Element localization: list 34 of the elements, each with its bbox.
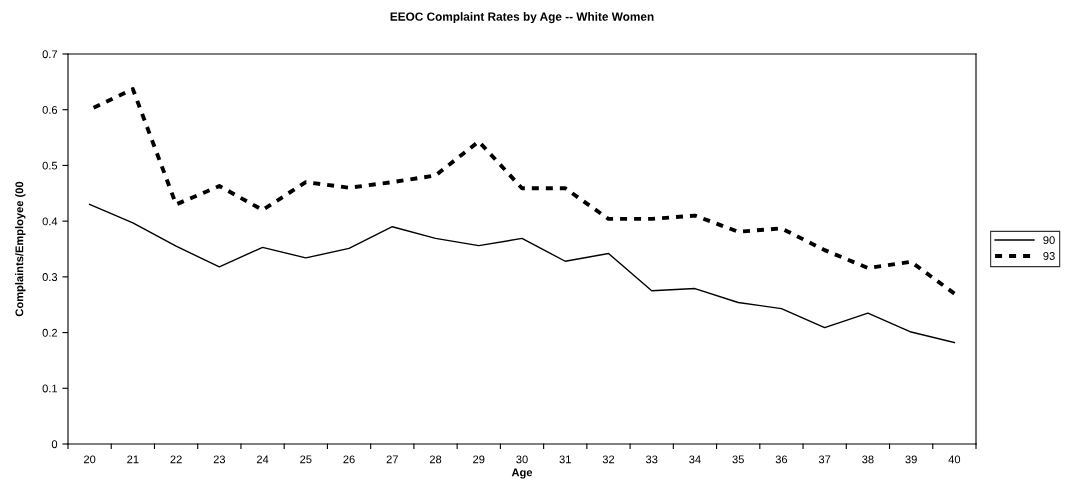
x-tick-label: 20 xyxy=(84,455,96,464)
x-tick-label: 37 xyxy=(818,455,831,464)
x-tick-label: 34 xyxy=(689,455,701,464)
x-tick-label: 39 xyxy=(905,455,917,464)
y-tick-label: 0.7 xyxy=(42,50,58,59)
x-tick-label: 22 xyxy=(170,455,182,464)
legend-label: 93 xyxy=(1043,252,1055,260)
x-tick-label: 32 xyxy=(602,455,615,464)
x-tick-label: 27 xyxy=(386,455,398,464)
y-tick-label: 0.5 xyxy=(42,161,58,170)
x-tick-label: 21 xyxy=(127,455,139,464)
y-tick-label: 0.1 xyxy=(42,384,58,393)
legend-label: 90 xyxy=(1043,236,1055,245)
x-tick-label: 23 xyxy=(213,455,226,464)
x-tick-label: 38 xyxy=(862,455,874,464)
y-tick-label: 0.2 xyxy=(42,328,58,337)
x-tick-label: 40 xyxy=(948,455,961,464)
y-tick-label: 0.3 xyxy=(42,273,58,281)
x-axis-title: Age xyxy=(511,468,533,479)
y-tick-label: 0 xyxy=(51,440,58,449)
x-tick-label: 28 xyxy=(429,455,442,464)
x-tick-label: 26 xyxy=(343,455,355,464)
x-tick-label: 25 xyxy=(300,455,312,464)
y-tick-label: 0.4 xyxy=(42,217,58,226)
y-axis-title: Complaints/Employee (00 xyxy=(15,181,26,317)
x-tick-label: 29 xyxy=(473,455,485,464)
x-tick-label: 24 xyxy=(256,455,269,464)
x-tick-label: 33 xyxy=(645,455,658,464)
chart-title: EEOC Complaint Rates by Age -- White Women xyxy=(390,12,654,24)
x-tick-label: 31 xyxy=(559,455,571,464)
x-tick-label: 35 xyxy=(732,455,744,464)
y-tick-label: 0.6 xyxy=(42,105,58,114)
x-tick-label: 30 xyxy=(516,455,528,464)
x-tick-label: 36 xyxy=(775,455,788,464)
